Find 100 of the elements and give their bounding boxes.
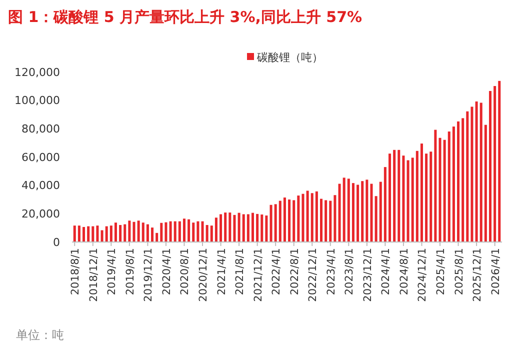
chart-title: 图 1：碳酸锂 5 月产量环比上升 3%,同比上升 57%	[8, 8, 362, 26]
bar	[488, 90, 492, 242]
x-tick-label: 2019/8/1	[124, 248, 136, 296]
bar	[270, 204, 272, 242]
bar	[393, 150, 396, 242]
y-tick-label: 40,000	[22, 179, 60, 192]
bar	[379, 182, 382, 242]
bar	[384, 167, 386, 242]
x-tick-label: 2020/12/1	[198, 248, 210, 302]
x-tick-label: 2023/4/1	[325, 248, 338, 296]
x-tick-label: 2023/8/1	[344, 248, 356, 296]
bar	[356, 184, 360, 242]
bar	[96, 226, 99, 242]
y-tick-label: 80,000	[22, 122, 60, 136]
bar	[324, 200, 328, 242]
bar	[87, 226, 90, 242]
bar	[420, 144, 423, 242]
bar	[119, 225, 122, 242]
legend-label: 碳酸锂（吨）	[256, 50, 323, 64]
bar	[448, 132, 450, 242]
bar	[196, 221, 200, 242]
bar	[82, 226, 86, 242]
bar	[416, 150, 418, 242]
bar	[132, 222, 136, 242]
bar	[302, 194, 304, 242]
x-tick-label: 2021/8/1	[234, 248, 246, 296]
x-tick-label: 2019/4/1	[106, 248, 118, 296]
bar	[297, 196, 300, 242]
bar	[260, 214, 264, 242]
bar	[452, 126, 455, 242]
bar	[347, 178, 350, 242]
x-tick-label: 2025/12/1	[472, 248, 484, 302]
x-tick-label: 2025/4/1	[435, 248, 447, 296]
bar	[338, 184, 341, 242]
bar	[110, 226, 112, 242]
bar	[73, 226, 76, 242]
bar	[92, 226, 94, 242]
bar	[292, 200, 296, 242]
bar	[329, 200, 332, 242]
y-tick-label: 100,000	[14, 94, 60, 108]
bar	[188, 219, 190, 242]
bar	[374, 196, 378, 242]
bar	[334, 195, 336, 242]
bar	[251, 212, 254, 242]
bar	[265, 216, 268, 242]
y-tick-label: 20,000	[22, 208, 60, 221]
bar	[160, 222, 163, 242]
y-tick-label: 0	[53, 236, 60, 249]
bar	[475, 101, 478, 242]
bar	[192, 222, 195, 242]
y-tick-label: 120,000	[14, 66, 60, 79]
x-tick-label: 2025/8/1	[453, 248, 466, 296]
bar	[169, 221, 172, 242]
bar	[406, 160, 410, 242]
bar	[462, 118, 464, 242]
x-tick-label: 2022/8/1	[288, 248, 301, 296]
bar	[228, 212, 232, 242]
x-tick-label: 2018/12/1	[88, 248, 100, 302]
bar	[370, 184, 373, 242]
bar	[457, 121, 460, 242]
x-tick-label: 2018/8/1	[70, 248, 82, 296]
bar	[480, 102, 482, 242]
bar	[164, 222, 168, 242]
bar	[484, 124, 487, 242]
bar	[78, 226, 80, 242]
bar	[238, 212, 240, 242]
bar	[206, 225, 208, 242]
bar	[388, 154, 392, 242]
bar	[306, 190, 309, 242]
x-tick-label: 2022/12/1	[307, 248, 320, 302]
x-tick-label: 2024/4/1	[380, 248, 392, 296]
bar	[352, 183, 354, 242]
bar	[105, 226, 108, 242]
bar	[137, 220, 140, 242]
bar	[201, 221, 204, 242]
bar	[224, 212, 227, 242]
bar	[256, 214, 259, 242]
bar	[100, 230, 104, 242]
bar	[174, 221, 176, 242]
bar	[233, 214, 236, 242]
x-tick-label: 2021/12/1	[252, 248, 264, 302]
bar	[438, 138, 442, 242]
bar	[494, 86, 496, 242]
y-tick-label: 60,000	[22, 150, 60, 164]
bar	[315, 191, 318, 242]
bar	[128, 220, 131, 242]
x-tick-label: 2020/4/1	[160, 248, 173, 296]
bar	[220, 214, 222, 242]
x-tick-label: 2026/4/1	[490, 248, 502, 296]
bar	[156, 232, 158, 242]
bar	[320, 198, 323, 242]
bar	[342, 178, 346, 242]
bar	[151, 228, 154, 242]
bar	[214, 218, 218, 242]
bar	[443, 140, 446, 242]
bar	[246, 214, 250, 242]
bar	[498, 80, 501, 242]
x-tick-label: 2020/8/1	[179, 248, 192, 296]
bar	[278, 200, 282, 242]
bar	[361, 181, 364, 242]
